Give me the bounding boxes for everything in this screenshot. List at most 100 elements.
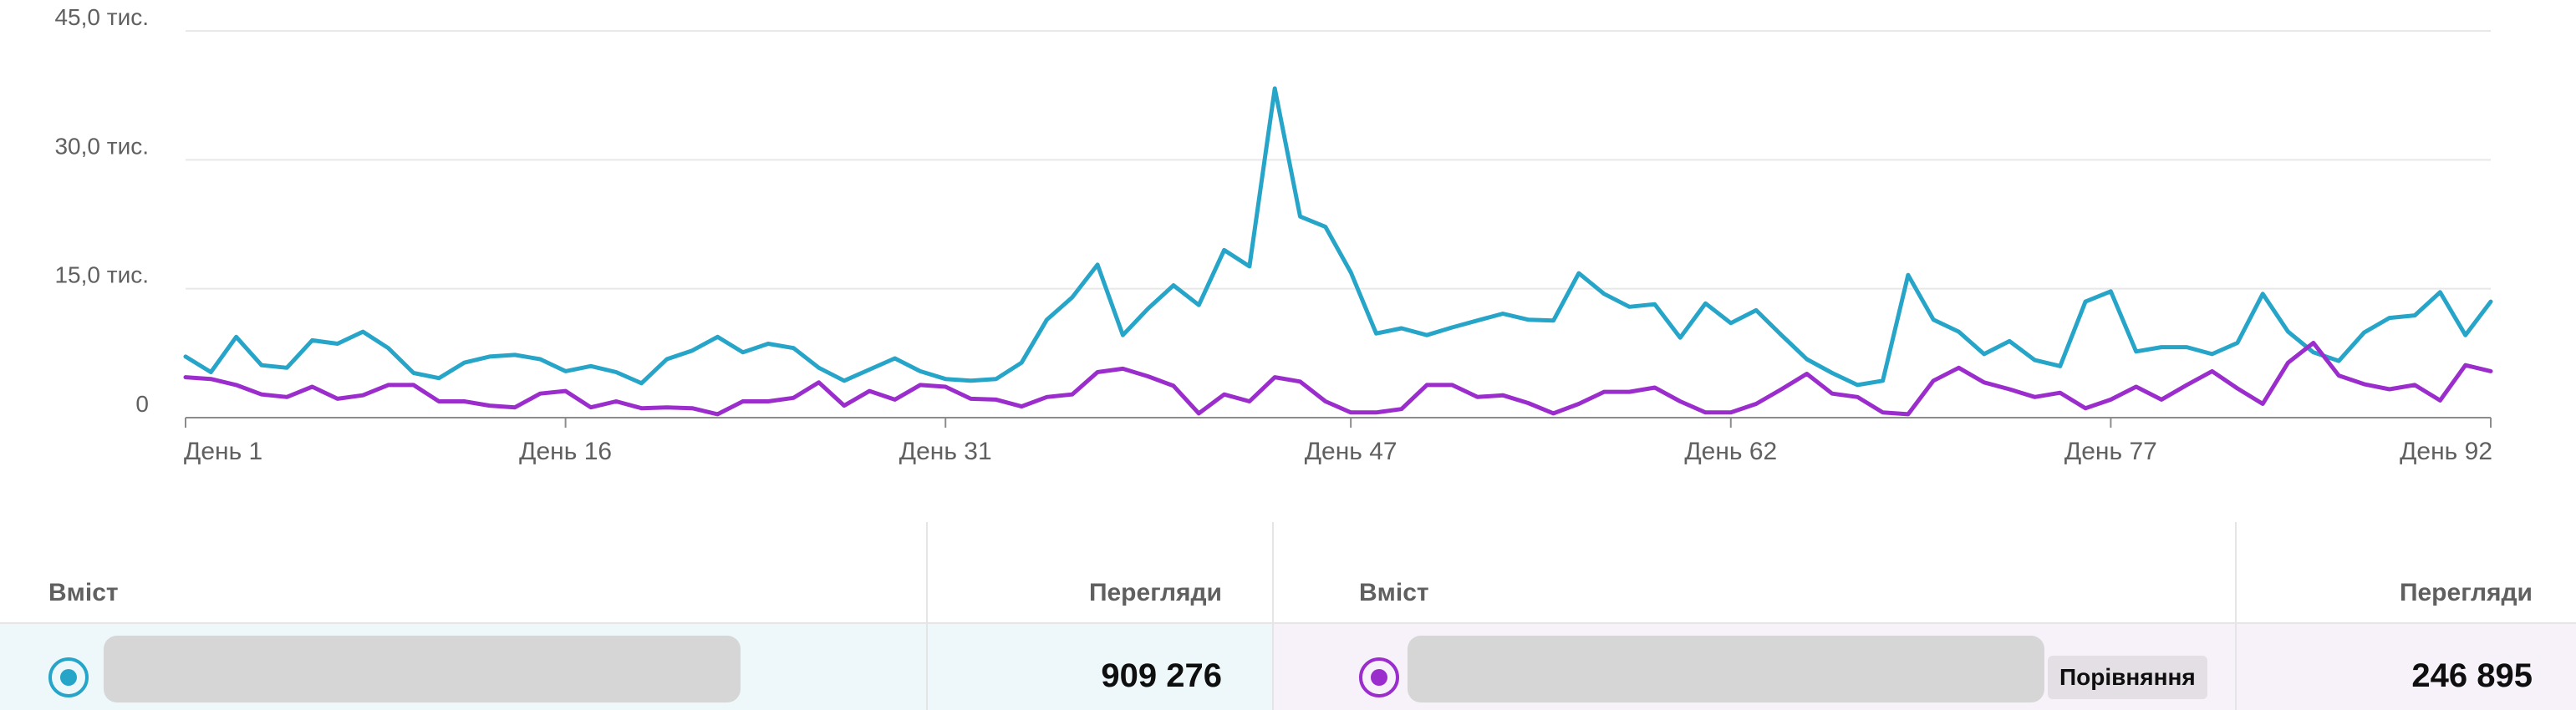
redacted-content-title[interactable]	[1408, 636, 2044, 702]
data-point	[539, 393, 541, 394]
data-point	[236, 384, 237, 386]
data-point	[1249, 400, 1250, 402]
data-point	[767, 343, 769, 345]
data-point	[1173, 285, 1174, 287]
data-point	[666, 358, 668, 360]
data-point	[1426, 384, 1428, 386]
data-point	[590, 365, 592, 367]
data-point	[1527, 319, 1529, 321]
data-point	[1046, 396, 1047, 398]
data-point	[1629, 391, 1631, 393]
data-point	[894, 398, 896, 400]
data-point	[514, 354, 516, 356]
data-point	[1553, 320, 1555, 322]
redacted-content-title[interactable]	[104, 636, 741, 702]
data-point	[2008, 340, 2010, 342]
y-tick-label: 45,0 тис.	[54, 4, 149, 30]
column-header-content[interactable]: Вміст	[48, 579, 119, 606]
data-point	[792, 347, 794, 349]
data-point	[1907, 413, 1909, 415]
data-point	[1375, 332, 1377, 334]
data-point	[1401, 327, 1403, 329]
data-point	[868, 390, 870, 392]
header-divider	[1274, 622, 2576, 624]
data-point	[2110, 291, 2111, 292]
series-points-1	[185, 88, 2492, 386]
comparison-table: Вміст Перегляди 909 276 Вміст Перегляди …	[0, 522, 2576, 710]
data-point	[413, 384, 415, 386]
data-point	[1806, 373, 1808, 375]
column-header-views[interactable]: Перегляди	[2399, 579, 2533, 606]
data-point	[312, 339, 313, 341]
x-tick-label: День 92	[2400, 438, 2492, 465]
data-point	[1932, 380, 1934, 382]
data-point	[1856, 396, 1858, 398]
data-point	[1679, 400, 1681, 402]
data-point	[2414, 315, 2416, 317]
data-point	[1983, 382, 1985, 383]
x-tick-label: День 77	[2064, 438, 2157, 465]
data-point	[565, 390, 567, 392]
data-point	[2465, 364, 2467, 366]
panel-divider	[1272, 522, 1274, 710]
series-line-1[interactable]	[183, 86, 2493, 388]
column-divider	[926, 522, 928, 710]
data-point	[1831, 393, 1833, 394]
data-point	[2363, 332, 2365, 333]
data-point	[970, 380, 972, 382]
data-point	[387, 384, 389, 386]
data-point	[767, 400, 769, 402]
data-point	[1983, 353, 1985, 355]
data-point	[2110, 398, 2111, 400]
data-point	[1325, 400, 1326, 402]
x-tick-label: День 16	[519, 438, 612, 465]
series-points-2	[185, 342, 2492, 415]
data-point	[312, 386, 313, 388]
x-tick-label: День 47	[1305, 438, 1397, 465]
data-point	[894, 358, 896, 359]
data-point	[843, 405, 845, 407]
series-line-2[interactable]	[183, 341, 2493, 417]
data-point	[1755, 309, 1757, 311]
radio-dot-icon	[60, 669, 77, 686]
y-tick-label: 30,0 тис.	[54, 133, 149, 159]
data-point	[2313, 342, 2314, 343]
series-radio-button[interactable]	[1359, 657, 1399, 697]
data-point	[615, 371, 617, 373]
y-axis-ticks: 45,0 тис. 30,0 тис. 15,0 тис. 0	[54, 4, 149, 417]
data-point	[666, 407, 668, 408]
data-point	[2363, 383, 2365, 385]
data-point	[1097, 264, 1098, 266]
data-point	[716, 413, 718, 415]
views-total: 909 276	[1101, 657, 1222, 694]
column-header-views[interactable]: Перегляди	[1088, 579, 1222, 606]
data-point	[1882, 412, 1884, 413]
data-point	[691, 350, 693, 352]
data-point	[1325, 226, 1326, 228]
x-tick-label: День 31	[899, 438, 992, 465]
data-point	[1679, 337, 1681, 338]
data-point	[742, 400, 744, 402]
data-point	[2008, 388, 2010, 390]
column-header-content[interactable]: Вміст	[1359, 579, 1429, 606]
data-point	[2034, 396, 2035, 398]
comparison-content-panel: Вміст Перегляди Порівняння 246 895	[1274, 522, 2576, 710]
data-point	[1451, 384, 1453, 386]
chart-series	[183, 86, 2493, 417]
data-point	[286, 396, 288, 398]
data-point	[438, 400, 440, 402]
data-point	[1730, 322, 1732, 324]
data-point	[2465, 334, 2467, 336]
data-point	[919, 370, 921, 372]
header-divider	[0, 622, 1272, 624]
data-point	[843, 380, 845, 382]
x-tick-label: День 1	[184, 438, 262, 465]
data-point	[995, 378, 997, 380]
data-point	[1477, 320, 1479, 322]
data-point	[1780, 334, 1782, 336]
comparison-badge: Порівняння	[2048, 656, 2207, 699]
series-radio-button[interactable]	[48, 657, 89, 697]
data-point	[261, 393, 262, 395]
data-point	[1401, 408, 1403, 410]
data-point	[1654, 387, 1656, 388]
